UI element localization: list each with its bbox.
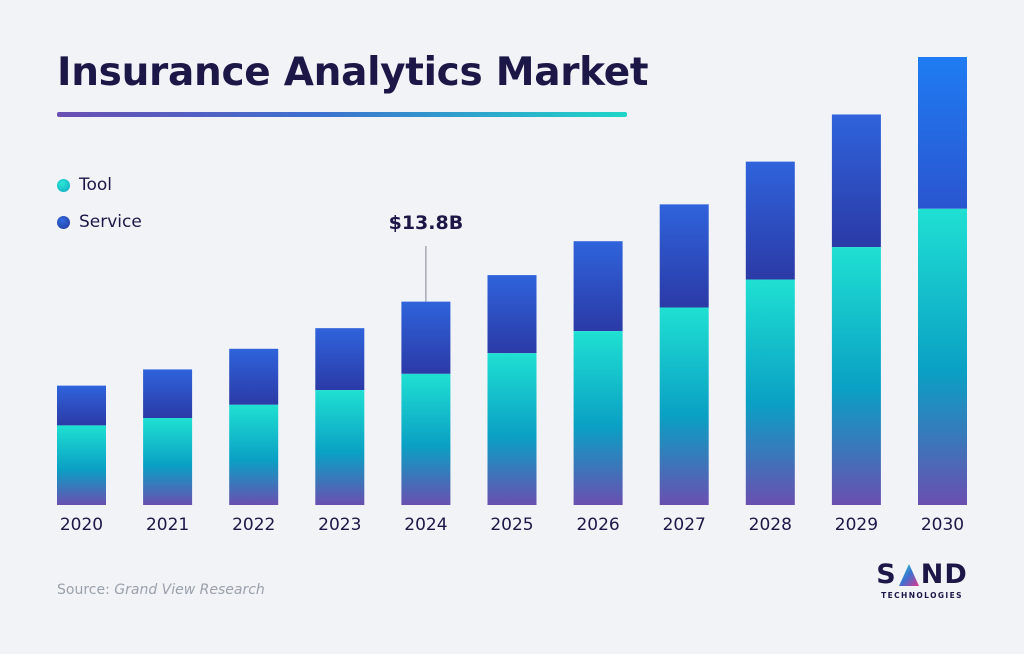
bar-service-2021 [143,369,193,419]
bar-tool-2021 [143,418,193,505]
logo-subtitle: TECHNOLOGIES [881,591,963,600]
x-tick-label-2026: 2026 [576,515,619,535]
bar-service-2026 [573,241,623,332]
legend-swatch-tool [57,178,70,192]
x-tick-label-2024: 2024 [404,515,447,535]
title-underline [57,112,627,117]
bar-service-2020 [57,385,106,426]
legend-label-service: Service [79,212,142,232]
legend-label-tool: Tool [79,175,113,195]
bar-service-2030 [918,57,967,209]
legend-item-service: Service [57,211,142,233]
bar-service-2022 [229,348,279,405]
x-tick-label-2023: 2023 [318,515,361,535]
chart-title: Insurance Analytics Market [57,50,649,95]
bar-tool-2024 [401,373,451,505]
bar-tool-2023 [315,390,365,505]
x-tick-label-2030: 2030 [921,515,964,535]
x-tick-label-2028: 2028 [749,515,792,535]
logo-letters-s: S [876,559,897,590]
x-tick-label-2027: 2027 [663,515,706,535]
x-tick-label-2020: 2020 [60,515,103,535]
bar-tool-2030 [918,208,967,505]
source-prefix: Source: [57,582,115,598]
bar-service-2024 [401,301,451,374]
bar-service-2023 [315,328,365,391]
legend: Tool Service [57,174,142,248]
bar-tool-2025 [487,353,537,505]
bar-service-2028 [745,161,795,280]
bar-tool-2026 [573,331,623,505]
bar-tool-2022 [229,404,279,505]
company-logo: S ND TECHNOLOGIES [876,560,968,601]
bar-tool-2028 [745,279,795,505]
logo-letters-nd: ND [920,559,968,590]
annotation-label: $13.8B [389,212,464,234]
bar-service-2025 [487,275,537,354]
x-tick-label-2025: 2025 [490,515,533,535]
bar-tool-2027 [659,307,709,505]
triangle-icon [898,564,919,586]
logo-wordmark: S ND [876,560,968,590]
legend-item-tool: Tool [57,174,142,196]
source-name: Grand View Research [114,582,265,598]
source-note: Source: Grand View Research [57,582,265,598]
x-tick-label-2022: 2022 [232,515,275,535]
bar-tool-2029 [831,247,881,505]
bar-service-2029 [831,114,881,248]
x-tick-label-2029: 2029 [835,515,878,535]
bar-service-2027 [659,204,709,308]
legend-swatch-service [57,215,70,229]
x-tick-label-2021: 2021 [146,515,189,535]
bar-tool-2020 [57,425,106,505]
